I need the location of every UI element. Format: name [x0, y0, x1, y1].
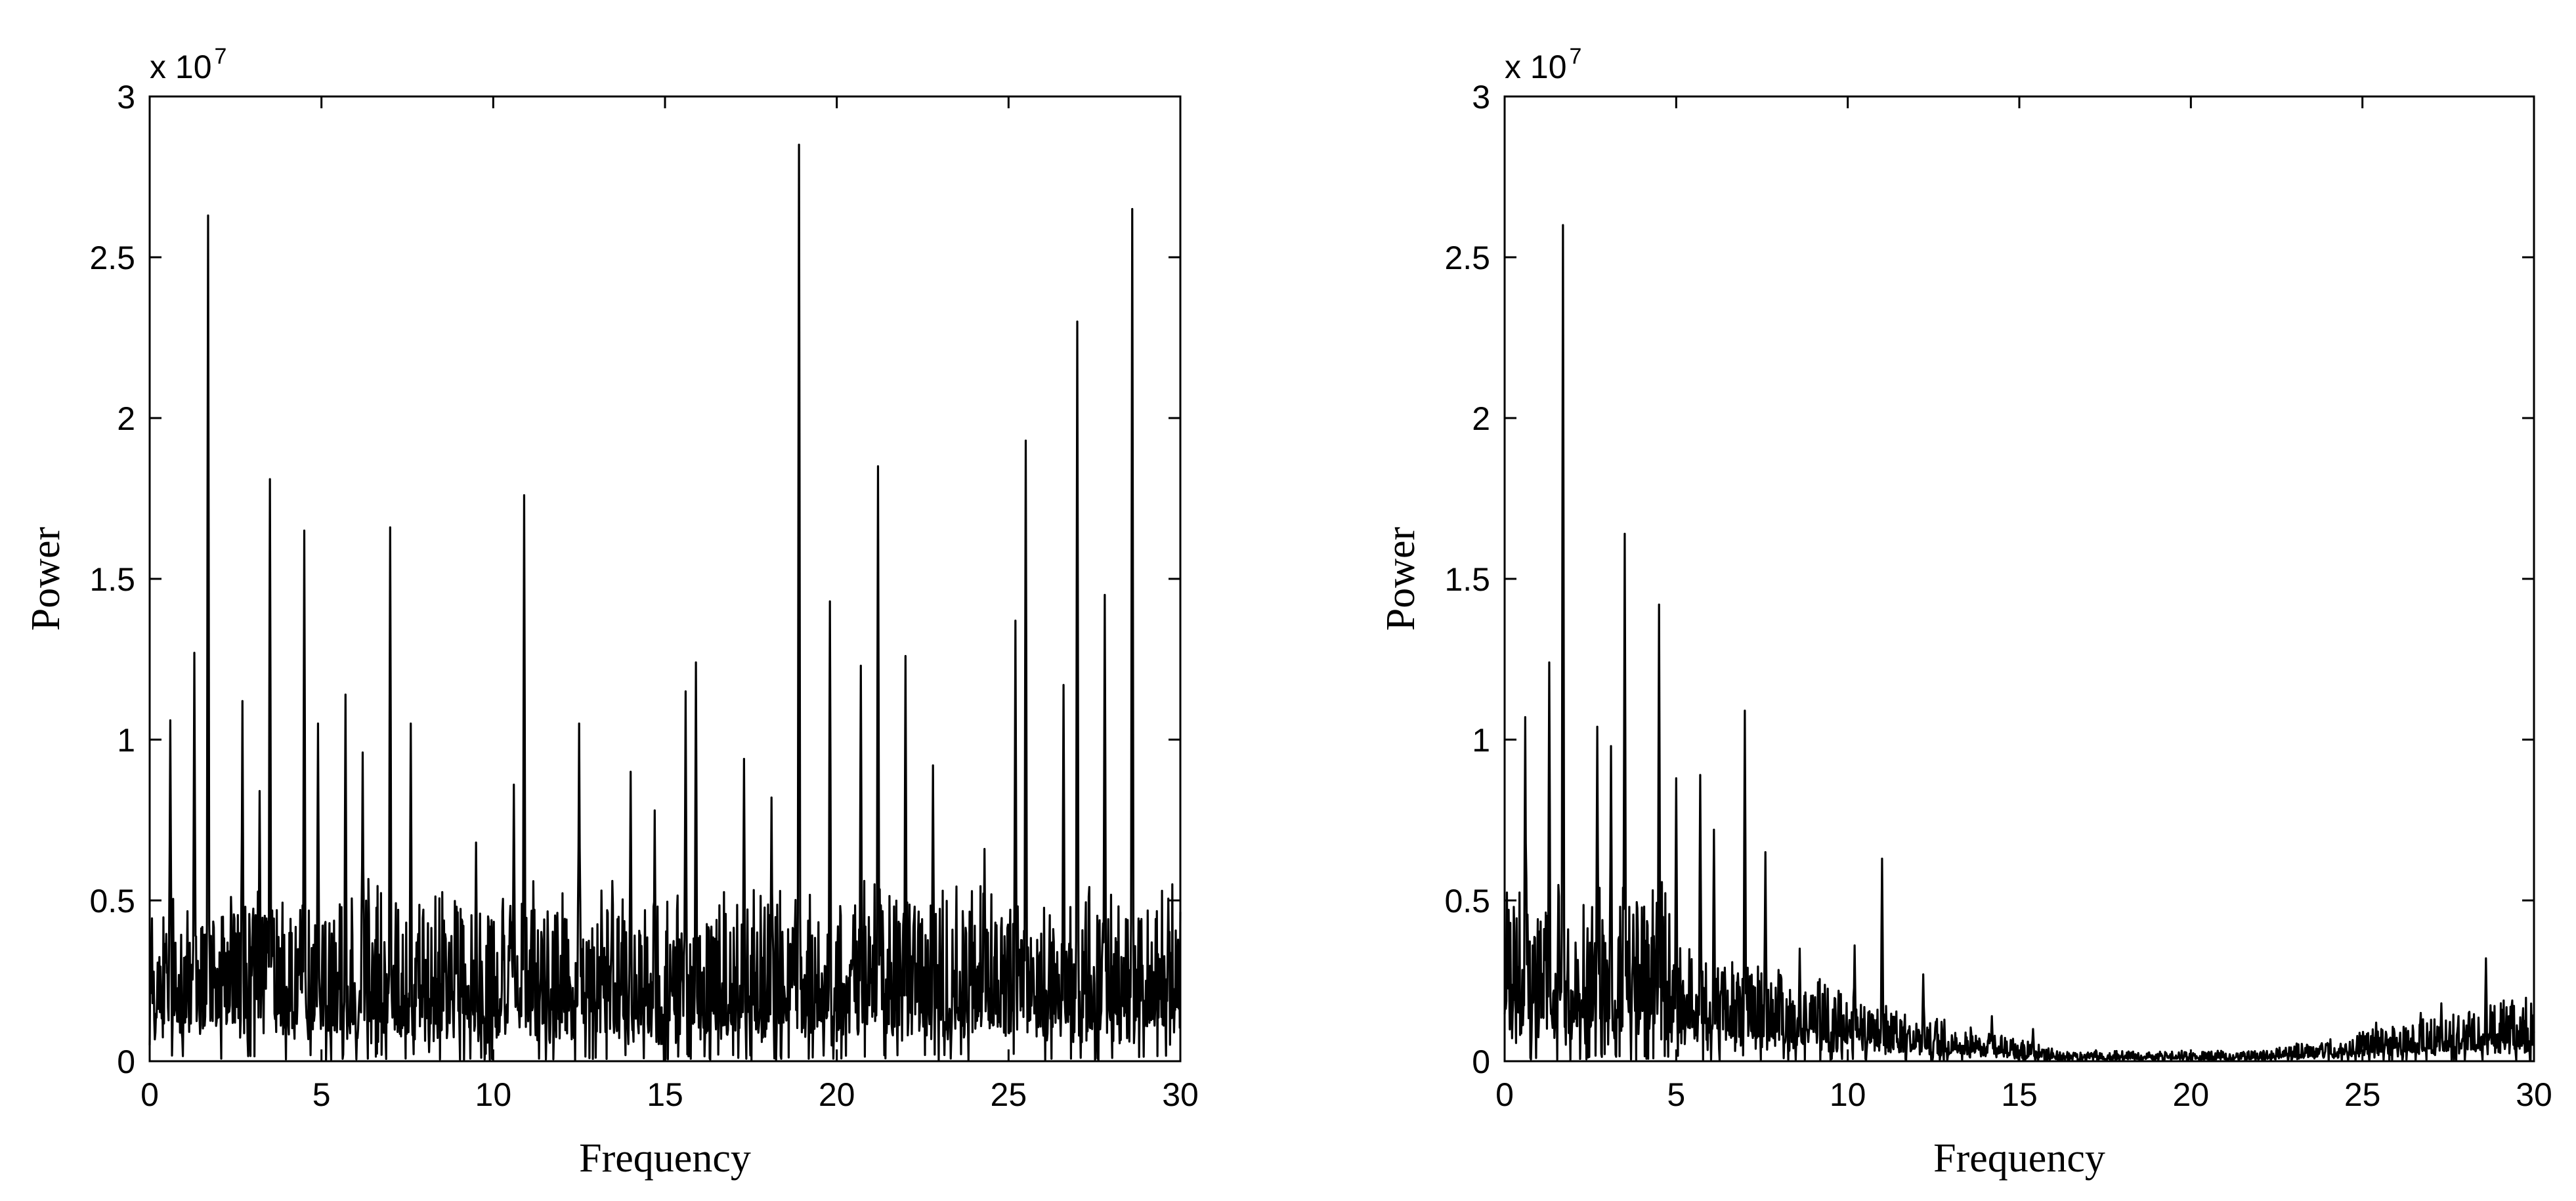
y-multiplier-base: x 10 [150, 49, 212, 85]
left-chart-panel: 0 5 10 15 20 25 30 0 0.5 1 1.5 2 2.5 3 x 10 7 Frequency P… [24, 44, 1199, 1181]
y-multiplier-label: x 10 7 [150, 44, 226, 85]
x-tick-label: 5 [312, 1076, 331, 1113]
y-tick-label: 2.5 [1444, 240, 1490, 276]
x-tick-label: 10 [1830, 1076, 1866, 1113]
x-tick-label: 10 [475, 1076, 512, 1113]
y-multiplier-exponent: 7 [1570, 44, 1582, 69]
y-tick-label: 2 [1472, 400, 1490, 437]
y-tick-label: 1 [1472, 722, 1490, 759]
y-tick-label: 0.5 [1444, 883, 1490, 919]
x-axis-title: Frequency [579, 1136, 751, 1181]
x-tick-label: 15 [647, 1076, 683, 1113]
x-tick-label: 0 [1495, 1076, 1514, 1113]
x-tick-label: 20 [819, 1076, 855, 1113]
y-axis-title: Power [1379, 526, 1423, 631]
y-axis-title: Power [24, 526, 68, 631]
y-tick-label: 0 [117, 1043, 135, 1080]
x-tick-label: 30 [1162, 1076, 1199, 1113]
x-tick-label: 5 [1667, 1076, 1685, 1113]
y-multiplier-label: x 10 7 [1505, 44, 1581, 85]
power-spectrum-line [1503, 224, 2535, 1063]
y-tick-label: 0.5 [89, 883, 135, 919]
y-multiplier-base: x 10 [1505, 49, 1567, 85]
y-tick-label: 1 [117, 722, 135, 759]
y-tick-label: 3 [1472, 79, 1490, 116]
x-tick-label: 30 [2516, 1076, 2552, 1113]
y-tick-label: 2 [117, 400, 135, 437]
right-chart-panel: 0 5 10 15 20 25 30 0 0.5 1 1.5 2 2.5 3 x 10 7 Frequency P… [1379, 44, 2552, 1181]
y-tick-label: 1.5 [89, 561, 135, 598]
x-tick-label: 0 [140, 1076, 159, 1113]
y-tick-label: 2.5 [89, 240, 135, 276]
x-tick-label: 25 [991, 1076, 1027, 1113]
x-tick-label: 20 [2173, 1076, 2210, 1113]
y-multiplier-exponent: 7 [215, 44, 227, 69]
x-tick-label: 15 [2001, 1076, 2038, 1113]
y-tick-label: 1.5 [1444, 561, 1490, 598]
y-tick-label: 3 [117, 79, 135, 116]
x-tick-label: 25 [2344, 1076, 2381, 1113]
x-axis-title: Frequency [1933, 1136, 2105, 1181]
y-tick-label: 0 [1472, 1043, 1490, 1080]
power-spectrum-line [148, 143, 1182, 1062]
